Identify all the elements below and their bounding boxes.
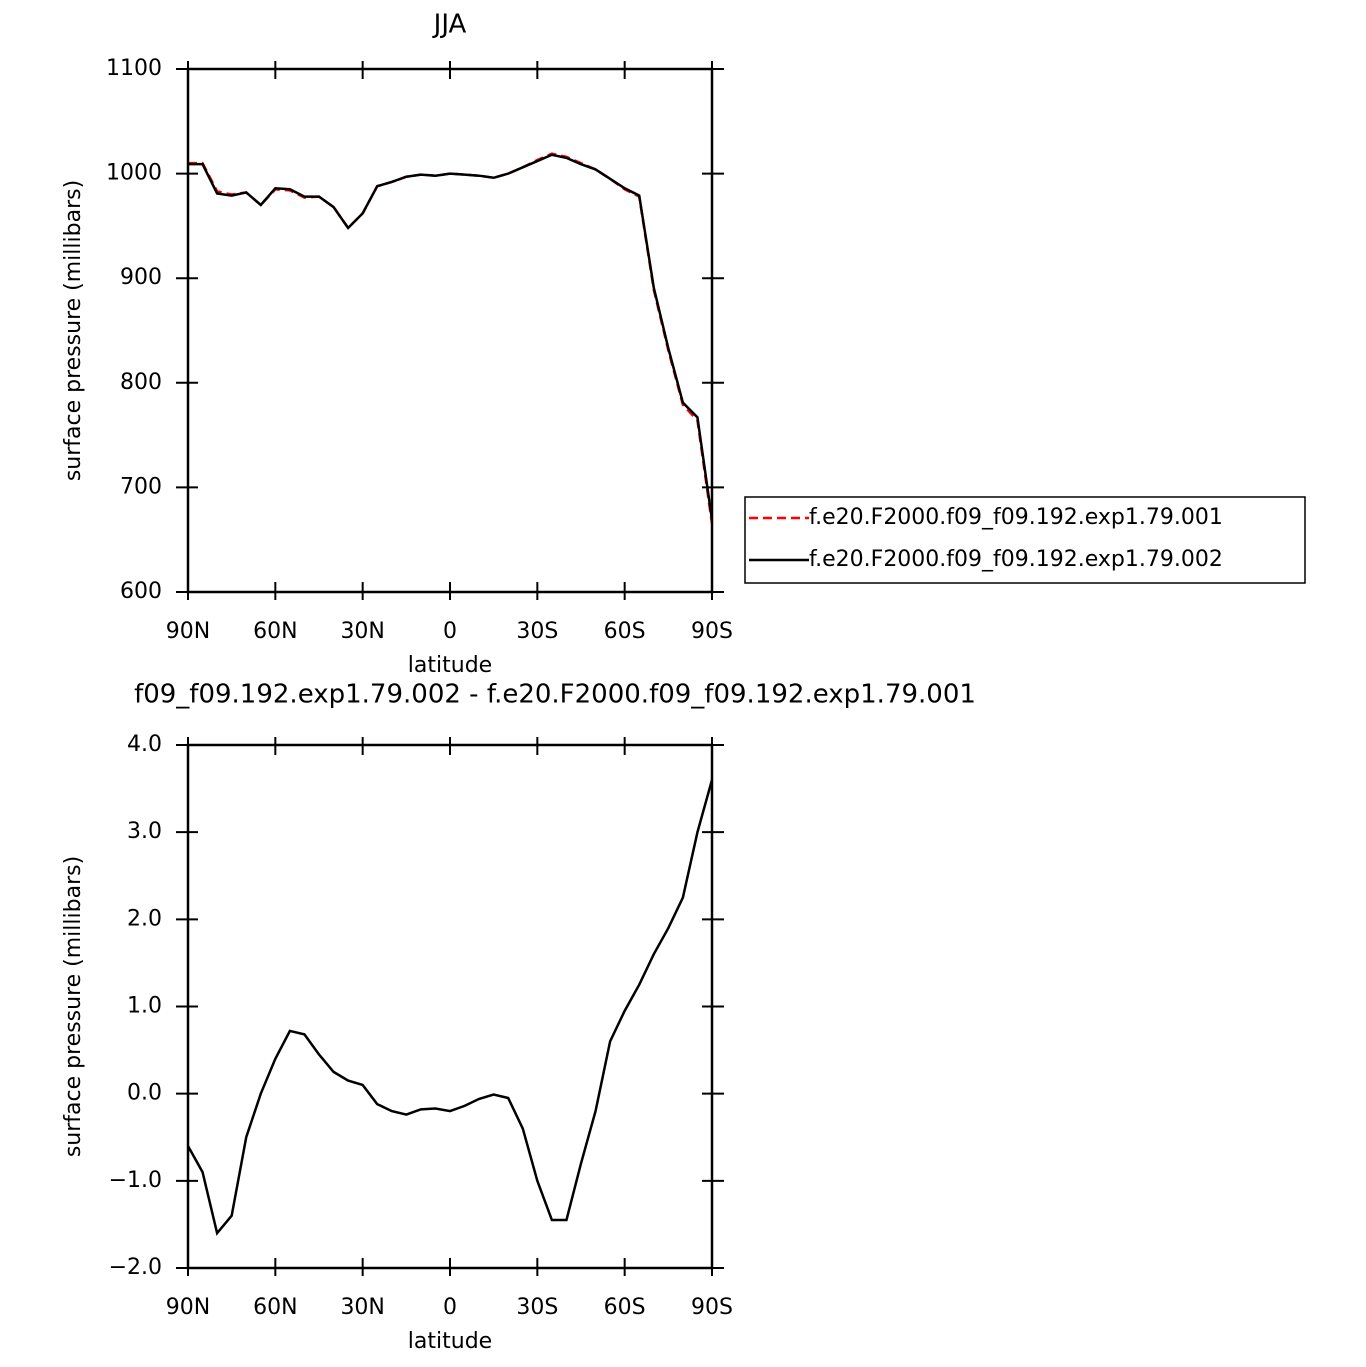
x-tick-label: 90S	[691, 619, 733, 644]
y-tick-label: 3.0	[127, 819, 162, 844]
x-axis-label: latitude	[408, 1329, 492, 1354]
y-tick-label: −1.0	[109, 1168, 162, 1193]
x-tick-label: 30N	[340, 619, 384, 644]
y-tick-label: 800	[120, 370, 162, 395]
y-axis-label: surface pressure (millibars)	[61, 180, 86, 481]
plot-frame	[186, 743, 714, 1270]
x-tick-label: 90N	[166, 619, 210, 644]
legend-label: f.e20.F2000.f09_f09.192.exp1.79.002	[809, 547, 1223, 572]
y-axis-label: surface pressure (millibars)	[61, 856, 86, 1157]
legend-label: f.e20.F2000.f09_f09.192.exp1.79.001	[809, 505, 1223, 530]
y-tick-label: 1000	[106, 161, 162, 186]
plot-frame	[186, 67, 714, 594]
y-tick-label: 0.0	[127, 1081, 162, 1106]
x-tick-label: 90N	[166, 1295, 210, 1320]
x-tick-label: 60N	[253, 619, 297, 644]
y-tick-label: 2.0	[127, 906, 162, 931]
series-line	[188, 152, 714, 525]
y-tick-label: −2.0	[109, 1255, 162, 1280]
legend-box	[744, 496, 1306, 584]
x-tick-label: 30S	[516, 619, 558, 644]
series-line	[186, 779, 714, 1236]
x-tick-label: 30N	[340, 1295, 384, 1320]
chart-title: f09_f09.192.exp1.79.002 - f.e20.F2000.f0…	[134, 680, 976, 710]
y-tick-label: 1.0	[127, 994, 162, 1019]
x-tick-label: 30S	[516, 1295, 558, 1320]
x-tick-label: 0	[443, 619, 457, 644]
x-tick-label: 60S	[604, 1295, 646, 1320]
y-tick-label: 1100	[106, 56, 162, 81]
x-tick-label: 0	[443, 1295, 457, 1320]
x-axis-label: latitude	[408, 653, 492, 678]
x-tick-label: 60S	[604, 619, 646, 644]
y-tick-label: 600	[120, 579, 162, 604]
y-tick-label: 700	[120, 474, 162, 499]
chart-title: JJA	[432, 10, 467, 40]
y-tick-label: 900	[120, 265, 162, 290]
x-tick-label: 90S	[691, 1295, 733, 1320]
x-tick-label: 60N	[253, 1295, 297, 1320]
y-tick-label: 4.0	[127, 732, 162, 757]
series-line	[188, 153, 714, 521]
